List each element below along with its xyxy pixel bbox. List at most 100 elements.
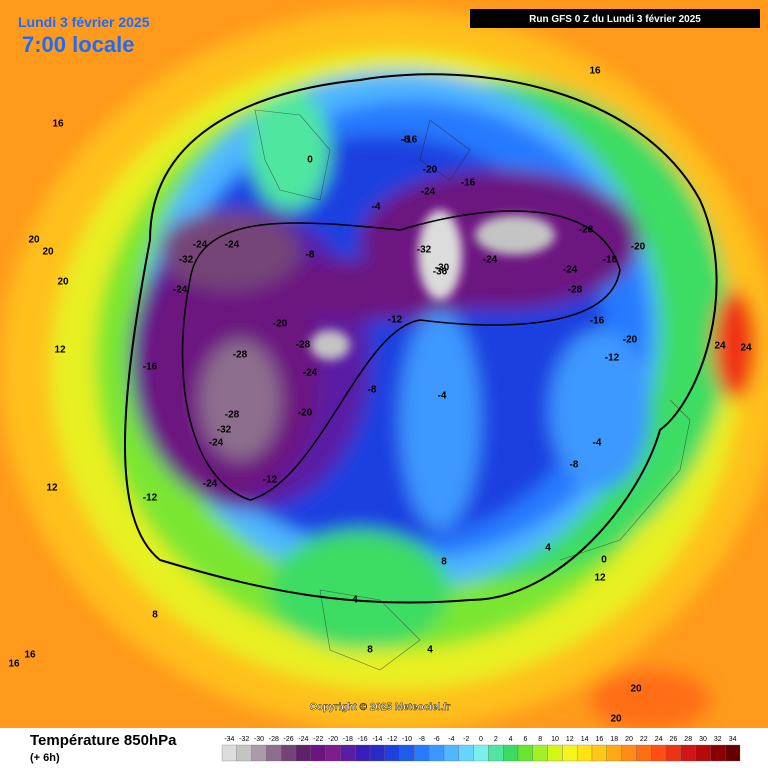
scale-label: -14 <box>372 736 382 743</box>
contour-label: 8 <box>152 610 158 621</box>
contour-label: 4 <box>545 543 551 554</box>
scale-swatch <box>325 744 341 762</box>
contour-label: 0 <box>601 555 607 566</box>
contour-label: -30 <box>435 263 450 274</box>
contour-label: -8 <box>306 250 315 261</box>
scale-label: 2 <box>494 736 498 743</box>
contour-label: -20 <box>423 165 438 176</box>
copyright: Copyright © 2025 Meteociel.fr <box>310 702 451 713</box>
contour-label: 0 <box>307 155 313 166</box>
contour-label: -12 <box>605 353 620 364</box>
scale-label: -32 <box>239 736 249 743</box>
contour-label: 4 <box>352 595 358 606</box>
scale-label: 18 <box>610 736 618 743</box>
contour-label: -24 <box>203 479 218 490</box>
scale-label: 8 <box>538 736 542 743</box>
scale-swatch <box>710 744 726 762</box>
contour-label: -24 <box>563 265 578 276</box>
scale-label: 30 <box>699 736 707 743</box>
contour-label: 24 <box>714 341 726 352</box>
scale-swatch <box>266 744 282 762</box>
scale-label: -4 <box>448 736 454 743</box>
scale-swatch <box>458 744 474 762</box>
contour-label: -12 <box>263 475 278 486</box>
contour-label: -28 <box>296 340 311 351</box>
contour-label: -24 <box>225 240 240 251</box>
scale-swatch <box>503 744 519 762</box>
scale-swatch <box>725 744 741 762</box>
scale-label: 10 <box>551 736 559 743</box>
run-label: Run GFS 0 Z du Lundi 3 février 2025 <box>529 14 701 25</box>
footer-title: Température 850hPa <box>30 732 177 749</box>
scale-label: -12 <box>387 736 397 743</box>
run-box <box>470 9 760 28</box>
scale-label: -20 <box>328 736 338 743</box>
scale-swatch <box>369 744 385 762</box>
contour-label: -24 <box>303 368 318 379</box>
contour-label: -24 <box>483 255 498 266</box>
scale-swatch <box>651 744 667 762</box>
contour-label: -8 <box>401 135 410 146</box>
scale-swatch <box>488 744 504 762</box>
contour-label: -8 <box>368 385 377 396</box>
scale-swatch <box>606 744 622 762</box>
scale-label: 12 <box>566 736 574 743</box>
scale-label: 24 <box>655 736 663 743</box>
scale-swatch <box>414 744 430 762</box>
contour-label: 8 <box>441 557 447 568</box>
scale-label: 22 <box>640 736 648 743</box>
contour-label: -12 <box>388 315 403 326</box>
contour-label: -16 <box>590 316 605 327</box>
scale-swatch <box>429 744 445 762</box>
scale-label: -34 <box>224 736 234 743</box>
scale-label: 34 <box>729 736 737 743</box>
scale-swatch <box>310 744 326 762</box>
scale-label: -28 <box>269 736 279 743</box>
scale-swatch <box>562 744 578 762</box>
scale-swatch <box>281 744 297 762</box>
scale-swatch <box>680 744 696 762</box>
contour-label: -36 <box>433 267 448 278</box>
scale-label: 26 <box>670 736 678 743</box>
scale-swatch <box>473 744 489 762</box>
contour-label: 8 <box>367 645 373 656</box>
contour-label: 20 <box>42 247 54 258</box>
scale-label: -2 <box>463 736 469 743</box>
time-label: 7:00 locale <box>22 32 135 57</box>
contour-label: -4 <box>593 438 602 449</box>
contour-label: 16 <box>8 659 20 670</box>
scale-label: -18 <box>343 736 353 743</box>
color-scale: -34 -32 -30 -28 -26 -24 -22 -20 -18 -16 -14 -12 -10-… <box>221 736 741 762</box>
contour-label: -20 <box>273 319 288 330</box>
scale-label: -30 <box>254 736 264 743</box>
scale-swatch <box>384 744 400 762</box>
scale-label: -10 <box>402 736 412 743</box>
contour-labels: -24 -24-32-24-24-28-28-32-24-20-28-24-20-… <box>8 66 752 725</box>
contour-label: -12 <box>143 493 158 504</box>
scale-label: -22 <box>313 736 323 743</box>
contour-label: -24 <box>173 285 188 296</box>
contour-label: 12 <box>54 345 66 356</box>
scale-swatch <box>236 744 252 762</box>
contour-label: -28 <box>568 285 583 296</box>
contour-label: 20 <box>57 277 69 288</box>
footer-step: (+ 6h) <box>30 752 60 764</box>
contour-label: -24 <box>193 240 208 251</box>
contour-label: -32 <box>417 245 432 256</box>
scale-label: -8 <box>419 736 425 743</box>
map-field <box>0 0 768 730</box>
scale-swatch <box>517 744 533 762</box>
scale-swatch <box>591 744 607 762</box>
scale-swatch <box>221 744 237 762</box>
scale-swatch <box>295 744 311 762</box>
contour-label: -4 <box>372 202 381 213</box>
contour-label: -16 <box>603 255 618 266</box>
scale-label: 14 <box>581 736 589 743</box>
contour-label: -20 <box>298 408 313 419</box>
contour-label: -20 <box>623 335 638 346</box>
scale-label: 16 <box>596 736 604 743</box>
contour-label: -28 <box>233 350 248 361</box>
contour-label: -16 <box>143 362 158 373</box>
